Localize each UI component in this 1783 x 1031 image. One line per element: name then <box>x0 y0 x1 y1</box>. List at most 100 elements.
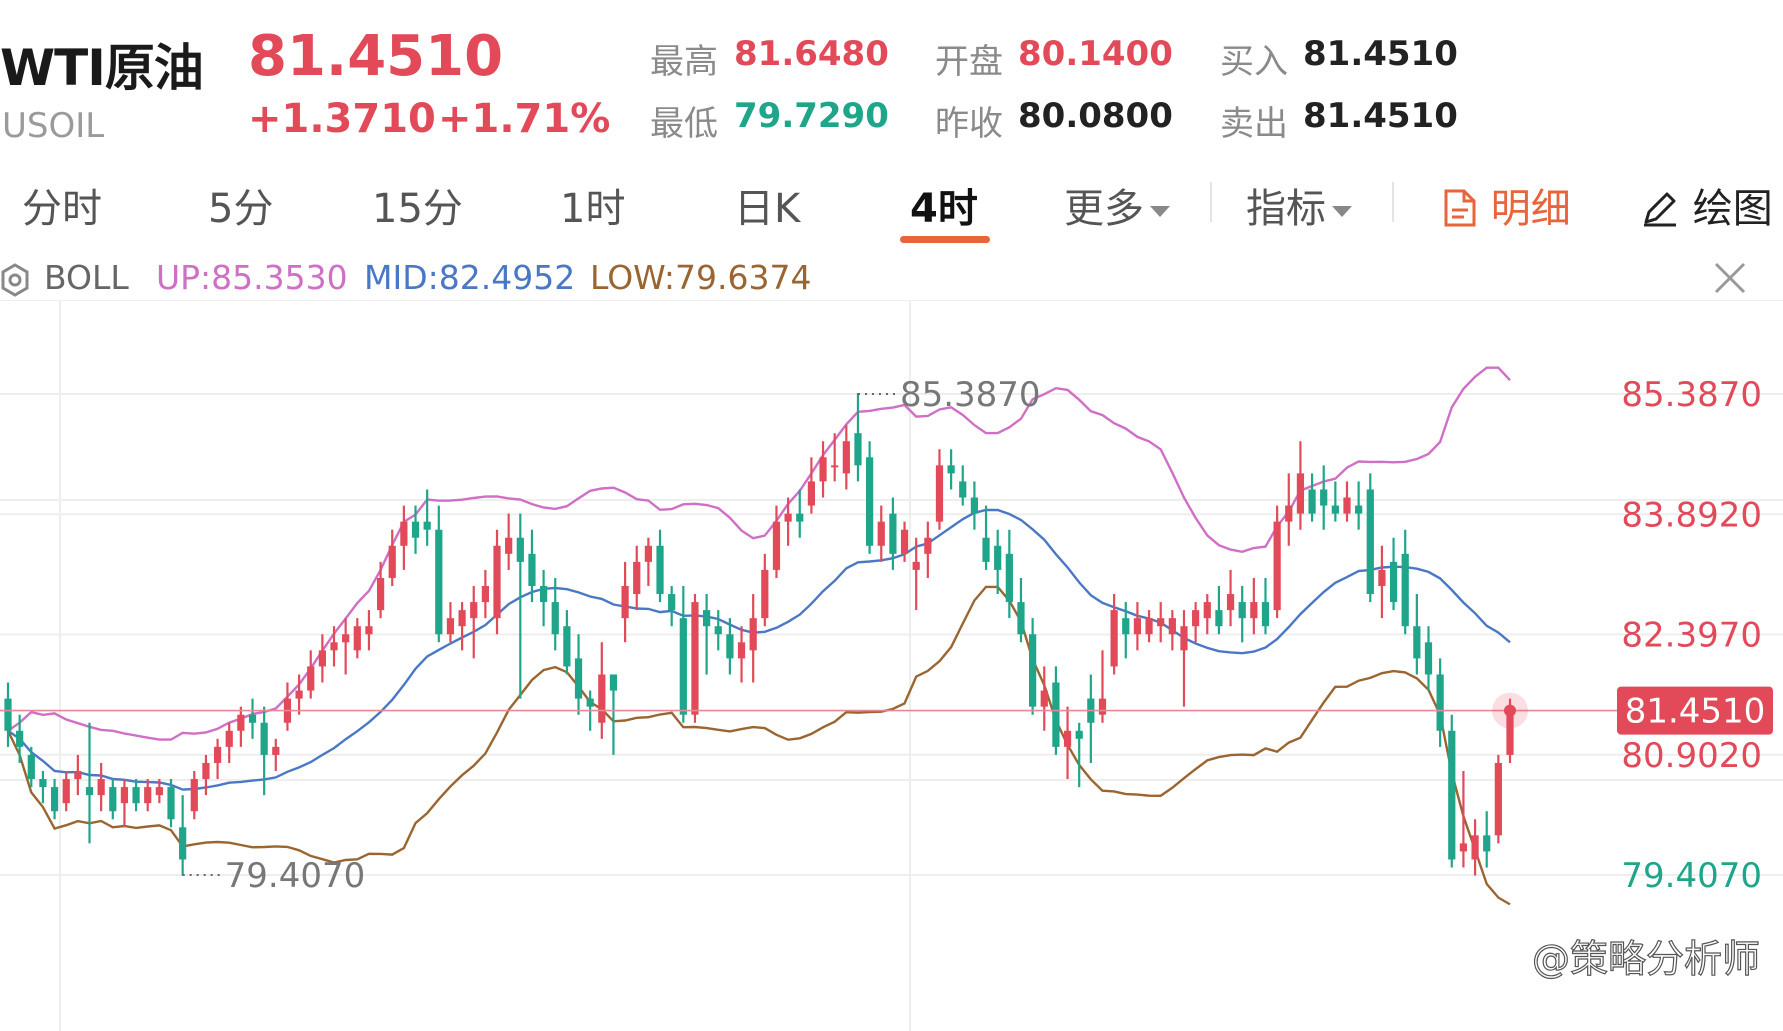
candle-body <box>982 537 990 562</box>
candle-body <box>1017 602 1025 635</box>
tab-fenshi[interactable]: 分时 <box>22 186 102 232</box>
settings-icon[interactable] <box>0 262 30 298</box>
tab-daily-k[interactable]: 日K <box>734 186 801 232</box>
candlestick-chart[interactable]: 81.4510 85.3870 83.8920 82.3970 80.9020 79.4… <box>0 300 1783 1031</box>
candle-body <box>4 698 12 731</box>
candle-body <box>598 674 606 723</box>
tab-indicators-label: 指标 <box>1246 186 1326 232</box>
candle-body <box>1040 690 1048 707</box>
tab-more-label: 更多 <box>1064 186 1144 232</box>
tab-indicators[interactable]: 指标 <box>1246 176 1352 234</box>
candle-body <box>1273 521 1281 611</box>
stat-ask-label: 卖出 <box>1220 104 1288 144</box>
active-tab-indicator <box>900 236 990 243</box>
candle-body <box>959 481 967 498</box>
candle-body <box>16 730 24 747</box>
candle-body <box>761 569 769 619</box>
price-change-percent: +1.71% <box>438 96 611 142</box>
candle-body <box>1320 489 1328 506</box>
candle-body <box>1366 489 1374 595</box>
candle-body <box>1343 497 1351 514</box>
candle-body <box>120 787 129 804</box>
candle-body <box>423 521 431 530</box>
candle-body <box>726 634 734 659</box>
candle-body <box>889 513 897 554</box>
candle-body <box>819 457 827 482</box>
candle-body <box>272 746 280 755</box>
y-axis-tick-label: 80.9020 <box>1621 736 1762 776</box>
candle-body <box>435 529 443 635</box>
quote-header: WTI原油 USOIL 81.4510 +1.3710 +1.71% 最高 81… <box>0 0 1783 160</box>
chart-grid <box>0 300 1783 1031</box>
candle-body <box>202 762 210 780</box>
candle-body <box>388 545 396 578</box>
candle-body <box>365 626 373 635</box>
tab-draw-label: 绘图 <box>1692 186 1773 232</box>
candle-body <box>109 787 117 812</box>
boll-up-value: UP:85.3530 <box>156 258 348 297</box>
candle-body <box>505 537 513 554</box>
candle-body <box>749 618 757 651</box>
candle-body <box>1355 505 1363 514</box>
candle-body <box>85 787 94 796</box>
watermark-text: @策略分析师 <box>1532 937 1760 981</box>
stat-high-label: 最高 <box>650 42 718 82</box>
candle-body <box>691 602 699 715</box>
candle-body <box>307 666 315 691</box>
stat-low-value: 79.7290 <box>734 96 889 136</box>
candle-body <box>411 521 420 538</box>
tab-4hour[interactable]: 4时 <box>910 186 978 232</box>
candle-body <box>295 690 303 699</box>
candle-body <box>784 513 792 522</box>
indicator-name: BOLL <box>44 258 129 297</box>
tab-details[interactable]: 明细 <box>1442 176 1571 234</box>
instrument-name: WTI原油 <box>0 39 204 97</box>
tab-draw[interactable]: 绘图 <box>1640 176 1773 234</box>
candle-body <box>1168 618 1176 635</box>
candle-body <box>924 537 932 554</box>
tab-1hour[interactable]: 1时 <box>560 186 626 232</box>
candle-body <box>854 433 862 466</box>
candle-body <box>1424 642 1433 675</box>
candle-body <box>947 465 955 474</box>
candle-body <box>225 730 233 747</box>
boll-low-value: LOW:79.6374 <box>590 258 812 297</box>
stat-bid-label: 买入 <box>1220 42 1288 82</box>
candle-body <box>1436 674 1444 731</box>
pencil-icon <box>1644 192 1676 227</box>
candle-body <box>144 787 152 804</box>
candle-body <box>470 602 478 619</box>
candle-body <box>1075 730 1083 739</box>
candle-body <box>458 610 466 627</box>
candle-body <box>493 545 501 619</box>
candle-body <box>1192 610 1200 627</box>
candle-body <box>877 521 885 546</box>
candle-body <box>237 714 245 731</box>
candle-body <box>831 465 839 468</box>
candle-body <box>446 618 455 635</box>
tab-more[interactable]: 更多 <box>1064 176 1170 234</box>
candle-body <box>50 787 59 812</box>
tab-5min[interactable]: 5分 <box>208 186 274 232</box>
candle-body <box>1110 610 1118 667</box>
candle-body <box>1285 505 1293 522</box>
candle-body <box>1098 698 1107 715</box>
tab-divider <box>1210 182 1212 222</box>
candle-body <box>656 545 664 595</box>
candle-body <box>1506 714 1514 755</box>
tab-15min[interactable]: 15分 <box>372 186 463 232</box>
candle-body <box>935 465 944 522</box>
candle-body <box>796 513 804 522</box>
candle-body <box>866 457 874 546</box>
close-icon[interactable] <box>1710 258 1750 298</box>
candle-body <box>574 658 583 699</box>
candle-body <box>330 642 338 651</box>
candle-body <box>62 779 70 804</box>
candle-body <box>1226 594 1235 611</box>
tab-details-label: 明细 <box>1490 186 1571 232</box>
stat-prevclose-value: 80.0800 <box>1018 96 1173 136</box>
candle-body <box>644 545 652 562</box>
candle-body <box>260 722 268 755</box>
candle-body <box>1052 682 1060 747</box>
y-axis-tick-label: 83.8920 <box>1621 495 1762 535</box>
